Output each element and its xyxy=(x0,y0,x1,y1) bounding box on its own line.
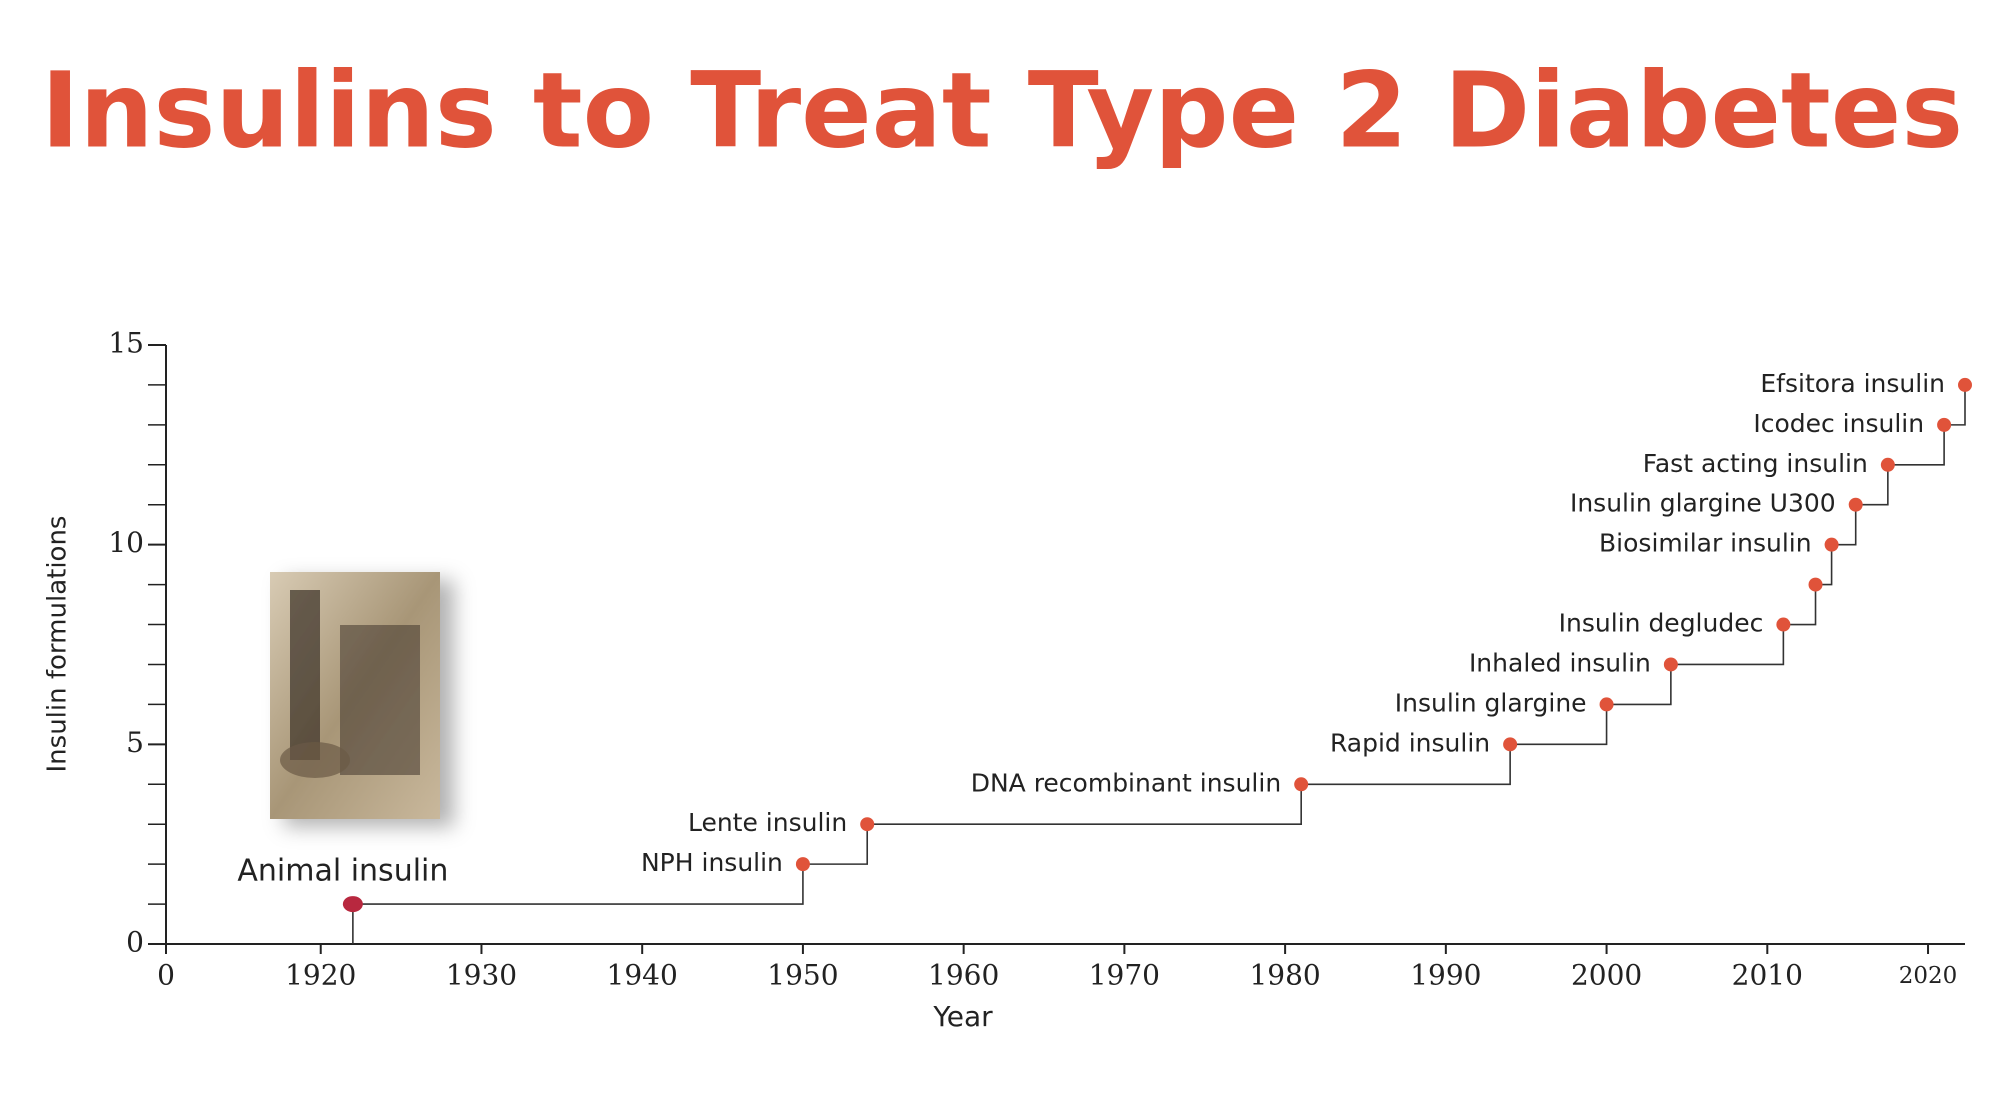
data-point xyxy=(1880,457,1895,472)
step-connector xyxy=(1510,704,1608,746)
x-tick-label: 0 xyxy=(157,959,175,992)
point-label: Lente insulin xyxy=(688,808,847,837)
x-tick-label: 1960 xyxy=(928,959,999,992)
data-point xyxy=(1503,737,1518,752)
point-label: Animal insulin xyxy=(237,854,448,889)
x-tick-label: 1980 xyxy=(1249,959,1320,992)
step-connector xyxy=(802,824,869,865)
point-label: Efsitora insulin xyxy=(1760,369,1945,398)
step-connector xyxy=(1783,584,1817,626)
step-connector xyxy=(352,864,804,905)
photo xyxy=(270,572,440,819)
point-label: Insulin degludec xyxy=(1559,609,1764,638)
data-point xyxy=(1663,657,1678,672)
x-tick-label: 1970 xyxy=(1089,959,1160,992)
point-label: Insulin glargine U300 xyxy=(1570,489,1836,518)
y-axis-label: Insulin formulations xyxy=(43,516,73,773)
point-label: DNA recombinant insulin xyxy=(971,768,1281,797)
data-point xyxy=(1294,777,1309,792)
data-point xyxy=(342,896,363,913)
data-point xyxy=(860,817,875,832)
point-label: Insulin glargine xyxy=(1395,688,1587,717)
x-tick-label: 1930 xyxy=(446,959,517,992)
data-point xyxy=(1958,377,1972,392)
y-tick-label: 0 xyxy=(126,926,144,959)
step-connector xyxy=(1301,744,1511,786)
point-label: Biosimilar insulin xyxy=(1599,529,1812,558)
x-axis-label: Year xyxy=(932,1000,993,1033)
point-label: Fast acting insulin xyxy=(1643,449,1868,478)
data-point xyxy=(795,857,810,872)
step-connector xyxy=(1670,624,1785,666)
data-point xyxy=(1824,537,1839,552)
point-label: NPH insulin xyxy=(641,848,783,877)
x-tick-label: 1990 xyxy=(1410,959,1481,992)
x-tick-label: 1920 xyxy=(285,959,356,992)
step-connector xyxy=(1606,664,1672,706)
x-tick-label: 1940 xyxy=(607,959,678,992)
point-label: Rapid insulin xyxy=(1330,728,1490,757)
y-tick-label: 5 xyxy=(126,726,144,759)
data-point xyxy=(1848,497,1863,512)
x-tick-label: 2010 xyxy=(1732,959,1803,992)
chart-title: Insulins to Treat Type 2 Diabetes xyxy=(41,49,1963,171)
data-point xyxy=(1599,697,1614,712)
step-connector xyxy=(1831,504,1857,546)
step-connector xyxy=(1855,464,1889,506)
point-label: Inhaled insulin xyxy=(1469,648,1651,677)
x-tick-label: 1950 xyxy=(767,959,838,992)
x-tick-label: 2020 xyxy=(1899,963,1958,989)
data-point xyxy=(1937,417,1952,432)
data-point xyxy=(1808,577,1823,592)
point-label: Icodec insulin xyxy=(1753,409,1924,438)
step-connector xyxy=(867,784,1302,825)
y-tick-label: 15 xyxy=(108,327,144,360)
y-tick-label: 10 xyxy=(108,526,144,559)
x-tick-label: 2000 xyxy=(1571,959,1642,992)
data-point xyxy=(1776,617,1791,632)
step-connector xyxy=(1887,424,1945,466)
